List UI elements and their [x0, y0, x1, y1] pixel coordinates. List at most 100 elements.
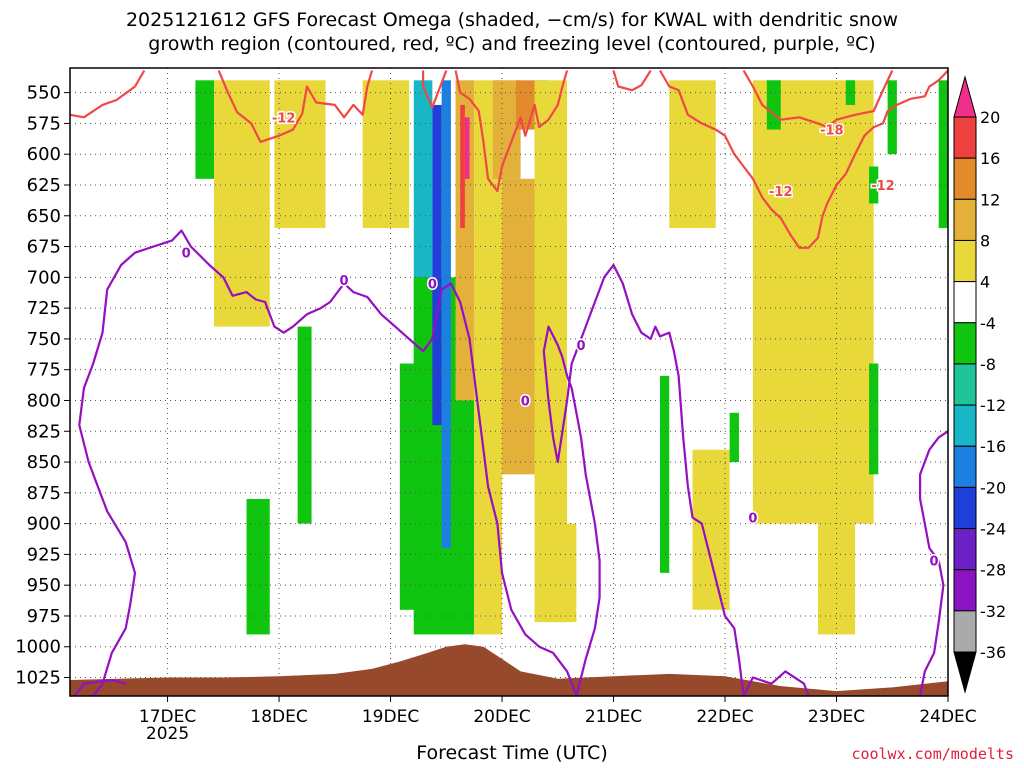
plot-frame — [69, 67, 949, 697]
y-tick-label: 575 — [27, 113, 61, 134]
y-tick-label: 800 — [27, 390, 61, 411]
y-tick-label: 675 — [27, 237, 61, 258]
colorbar-label: -8 — [980, 355, 996, 374]
colorbar-band — [953, 198, 977, 241]
freezing-contour-label: 0 — [576, 339, 585, 354]
y-tick-label: 950 — [27, 575, 61, 596]
colorbar-label: -4 — [980, 314, 996, 333]
colorbar-label: -36 — [980, 643, 1006, 662]
dgz-contour-label: -12 — [871, 179, 895, 194]
colorbar-band — [953, 528, 977, 571]
dgz-contour-label: -12 — [272, 111, 296, 126]
freezing-contour-label: 0 — [182, 247, 191, 262]
omega-shade-yellow — [274, 80, 326, 229]
omega-shade-green — [869, 363, 879, 475]
dgz-contour — [217, 70, 374, 143]
colorbar-label: 12 — [980, 190, 1000, 209]
x-axis-label: Forecast Time (UTC) — [416, 742, 608, 764]
colorbar-band — [953, 404, 977, 447]
omega-shade-yellow — [817, 474, 856, 635]
colorbar-label: 20 — [980, 108, 1000, 127]
x-tick-label: 24DEC — [919, 707, 976, 727]
colorbar-band — [953, 116, 977, 159]
omega-shade-pink — [464, 117, 470, 179]
omega-shade-green — [195, 80, 215, 179]
colorbar-label: 16 — [980, 149, 1000, 168]
omega-shade-yellow — [548, 523, 577, 623]
colorbar-band — [953, 239, 977, 283]
colorbar-label: -12 — [980, 396, 1006, 415]
colorbar-band — [953, 610, 977, 653]
dgz-contour — [612, 69, 652, 92]
colorbar-label: -32 — [980, 602, 1006, 621]
freezing-contour-label: 0 — [521, 394, 530, 409]
colorbar-band — [953, 281, 977, 324]
dgz-contour-label: -18 — [820, 124, 844, 139]
omega-shade-green — [869, 166, 879, 204]
freezing-contour — [542, 263, 745, 696]
omega-shade-red — [460, 104, 465, 229]
x-tick-label: 17DEC — [139, 707, 196, 727]
omega-shade-green — [938, 80, 948, 229]
dgz-contour — [70, 69, 146, 119]
y-tick-label: 725 — [27, 298, 61, 319]
x-tick-label: 21DEC — [585, 707, 642, 727]
y-tick-label: 825 — [27, 421, 61, 442]
freezing-contour — [78, 229, 578, 696]
x-tick-label: 22DEC — [696, 707, 753, 727]
y-tick-label: 625 — [27, 175, 61, 196]
colorbar-band — [953, 322, 977, 365]
omega-shade-green — [766, 80, 781, 130]
freezing-contour — [742, 670, 810, 696]
omega-shade-yellow — [752, 80, 874, 524]
freezing-contour-label: 0 — [930, 555, 939, 570]
x-tick-label: 20DEC — [473, 707, 530, 727]
colorbar-bottom-arrow — [953, 651, 977, 694]
terrain — [70, 644, 948, 696]
y-tick-label: 975 — [27, 606, 61, 627]
y-tick-label: 900 — [27, 514, 61, 535]
colorbar-band — [953, 486, 977, 530]
omega-shade-green — [659, 375, 670, 573]
colorbar-band — [953, 569, 977, 612]
x-tick-label: 23DEC — [808, 707, 865, 727]
dgz-contour-label: -12 — [769, 185, 793, 200]
omega-shade-green — [729, 412, 739, 463]
y-tick-label: 600 — [27, 144, 61, 165]
plot-area: -12 -18 -12 -12 0 0 0 0 0 0 0 — [70, 68, 948, 696]
colorbar-band — [953, 157, 977, 200]
freezing-contour-label: 0 — [428, 277, 437, 292]
colorbar-label: -28 — [980, 561, 1006, 580]
dgz-contour — [422, 70, 448, 109]
y-tick-label: 750 — [27, 329, 61, 350]
colorbar-label: -20 — [980, 478, 1006, 497]
omega-shade-green — [297, 326, 312, 524]
colorbar-label: -24 — [980, 520, 1006, 539]
omega-shade-yellow — [669, 80, 716, 229]
colorbar-band — [953, 445, 977, 488]
x-tick-label: 19DEC — [362, 707, 419, 727]
chart-title-line-1: 2025121612 GFS Forecast Omega (shaded, −… — [125, 9, 899, 31]
y-tick-label: 700 — [27, 267, 61, 288]
freezing-contour — [919, 430, 948, 696]
colorbar-band — [953, 363, 977, 406]
y-tick-label: 775 — [27, 360, 61, 381]
colorbar-label: 8 — [980, 231, 990, 250]
y-tick-label: 850 — [27, 452, 61, 473]
dgz-contour — [659, 69, 948, 249]
colorbar-label: -16 — [980, 437, 1006, 456]
colorbar-label: 4 — [980, 273, 990, 292]
y-tick-label: 1025 — [15, 668, 61, 689]
y-tick-label: 550 — [27, 83, 61, 104]
chart-title-line-2: growth region (contoured, red, ºC) and f… — [148, 33, 876, 55]
omega-shade-dark_blue — [432, 104, 442, 426]
omega-shade-yellow — [692, 449, 730, 610]
omega-shade-green — [887, 80, 897, 155]
x-tick-sublabel: 2025 — [146, 724, 189, 744]
credit-link[interactable]: coolwx.com/modelts — [851, 745, 1014, 763]
y-tick-label: 650 — [27, 206, 61, 227]
dgz-contour — [454, 70, 569, 193]
freezing-contour-label: 0 — [340, 274, 349, 289]
omega-shade-yellow — [214, 80, 270, 327]
